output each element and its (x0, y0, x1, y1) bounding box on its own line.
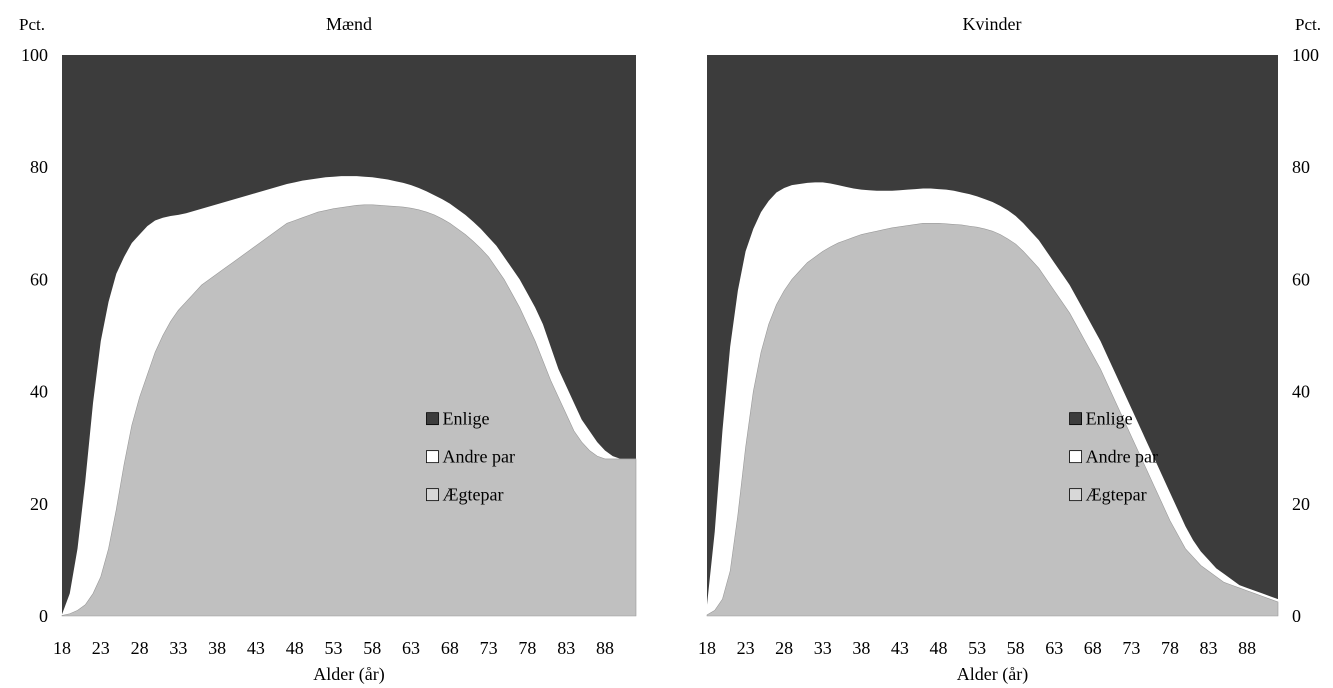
legend-swatch (1069, 412, 1082, 426)
legend-label: Ægtepar (442, 485, 503, 505)
x-tick-label: 73 (480, 638, 498, 658)
legend-swatch (1069, 488, 1082, 502)
y-tick-label: 80 (30, 157, 48, 177)
x-tick-label: 63 (1045, 638, 1063, 658)
y-axis-label: Pct. (19, 15, 45, 34)
legend-label: Andre par (442, 447, 514, 467)
legend-label: Ægtepar (1086, 485, 1147, 505)
legend-swatch (426, 450, 439, 464)
y-tick-label: 80 (1292, 157, 1310, 177)
x-tick-label: 58 (1007, 638, 1025, 658)
x-tick-label: 53 (968, 638, 986, 658)
y-tick-label: 20 (1292, 494, 1310, 514)
x-tick-label: 33 (814, 638, 832, 658)
x-tick-label: 23 (92, 638, 110, 658)
legend-label: Andre par (1086, 447, 1158, 467)
y-tick-label: 100 (1292, 45, 1319, 65)
area-aegtepar (706, 223, 1279, 617)
x-tick-label: 38 (852, 638, 870, 658)
x-tick-label: 78 (518, 638, 536, 658)
x-tick-label: 68 (1084, 638, 1102, 658)
x-tick-label: 43 (891, 638, 909, 658)
y-axis-label: Pct. (1295, 15, 1321, 34)
legend-label: Enlige (442, 409, 489, 429)
y-tick-label: 20 (30, 494, 48, 514)
panel-title: Mænd (326, 14, 372, 34)
x-tick-label: 63 (402, 638, 420, 658)
y-tick-label: 0 (1292, 606, 1301, 626)
legend-swatch (1069, 450, 1082, 464)
y-tick-label: 60 (1292, 269, 1310, 289)
x-tick-label: 88 (1238, 638, 1256, 658)
y-tick-label: 0 (39, 606, 48, 626)
y-tick-label: 60 (30, 269, 48, 289)
x-tick-label: 48 (929, 638, 947, 658)
x-tick-label: 73 (1122, 638, 1140, 658)
x-tick-label: 28 (131, 638, 149, 658)
x-tick-label: 23 (737, 638, 755, 658)
y-tick-label: 40 (30, 382, 48, 402)
x-axis-label: Alder (år) (313, 664, 384, 685)
x-tick-label: 38 (208, 638, 226, 658)
x-tick-label: 28 (775, 638, 793, 658)
x-tick-label: 53 (324, 638, 342, 658)
legend-swatch (426, 488, 439, 502)
panel-title: Kvinder (963, 14, 1022, 34)
chart-panel-kvinder: Kvinder Pct. 0 20 40 60 80 100 18 23 28 33 38 43 48 53 5… (698, 14, 1321, 685)
x-tick-label: 18 (53, 638, 71, 658)
y-tick-label: 40 (1292, 382, 1310, 402)
x-tick-label: 18 (698, 638, 716, 658)
legend-label: Enlige (1086, 409, 1133, 429)
x-tick-label: 78 (1161, 638, 1179, 658)
x-axis-label: Alder (år) (957, 664, 1028, 685)
area-aegtepar (61, 204, 637, 617)
x-tick-label: 83 (1200, 638, 1218, 658)
x-tick-label: 33 (169, 638, 187, 658)
x-tick-label: 48 (286, 638, 304, 658)
legend-swatch (426, 412, 439, 426)
x-tick-label: 58 (363, 638, 381, 658)
x-tick-label: 68 (441, 638, 459, 658)
x-tick-label: 88 (596, 638, 614, 658)
chart-panel-maend: Mænd Pct. 0 20 40 60 80 100 18 23 28 33 38 43 48 53 58 63… (19, 14, 637, 685)
x-tick-label: 83 (557, 638, 575, 658)
y-tick-label: 100 (21, 45, 48, 65)
x-tick-label: 43 (247, 638, 265, 658)
